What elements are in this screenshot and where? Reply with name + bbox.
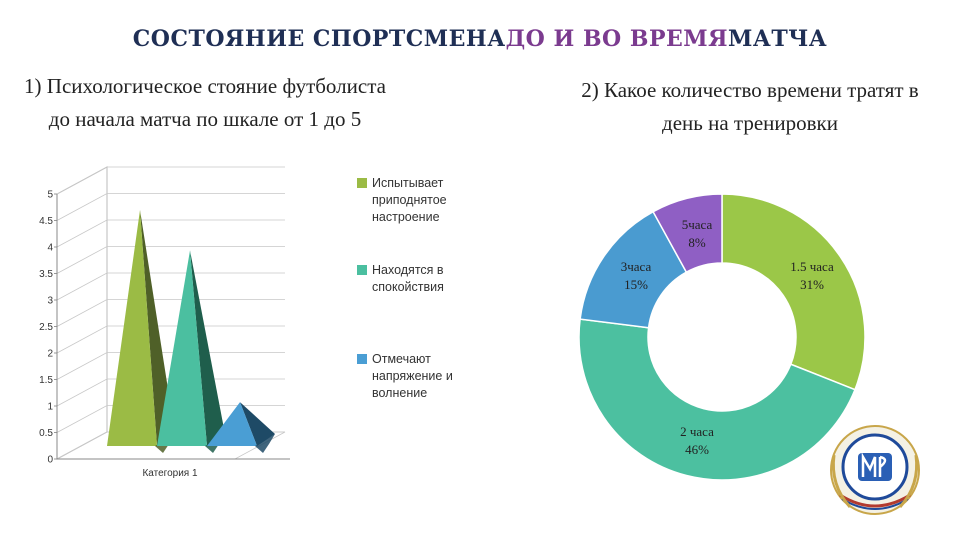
- university-emblem-icon: [830, 425, 920, 515]
- pyramid-front-face: [107, 210, 157, 446]
- title-part-3: МАТЧА: [728, 26, 828, 52]
- gridline: [56, 193, 285, 221]
- y-tick-label: 2.5: [39, 322, 53, 333]
- slide-title: СОСТОЯНИЕ СПОРТСМЕНАДО И ВО ВРЕМЯМАТЧА: [0, 26, 960, 52]
- pyramid-side-face: [140, 210, 175, 446]
- slice-percent: 15%: [624, 277, 648, 292]
- title-part-2: ДО И ВО ВРЕМЯ: [505, 26, 729, 52]
- legend-swatch: [357, 265, 367, 275]
- legend-swatch: [357, 354, 367, 364]
- donut-slice: [652, 193, 723, 274]
- pyramid-side-face: [190, 250, 225, 446]
- donut-slice: [578, 318, 856, 481]
- legend-label: приподнятое: [372, 193, 447, 207]
- pyramid-side-face: [240, 402, 275, 446]
- y-tick-label: 1: [47, 402, 53, 413]
- y-tick-label: 4: [47, 243, 53, 254]
- y-tick-label: 0: [47, 455, 53, 466]
- y-tick-label: 5: [47, 190, 53, 201]
- y-tick-label: 2: [47, 349, 53, 360]
- gridline: [56, 219, 285, 248]
- y-tick-label: 3: [47, 296, 53, 307]
- pyramid-front-face: [157, 250, 207, 446]
- slice-label: 2 часа: [680, 424, 714, 439]
- y-tick-label: 4.5: [39, 216, 53, 227]
- gridline: [56, 352, 285, 380]
- x-tick-label: Категория 1: [142, 468, 198, 479]
- gridline: [56, 325, 285, 354]
- gridline: [56, 272, 285, 301]
- legend-label: Испытывает: [372, 176, 444, 190]
- legend-label: волнение: [372, 386, 427, 400]
- gridline: [56, 166, 285, 195]
- slice-percent: 46%: [685, 442, 709, 457]
- legend-swatch: [357, 178, 367, 188]
- slice-label: 3часа: [621, 259, 652, 274]
- gridline: [56, 299, 285, 327]
- y-tick-label: 3.5: [39, 269, 53, 280]
- slice-label: 5часа: [682, 217, 713, 232]
- y-tick-label: 0.5: [39, 428, 53, 439]
- donut-slice: [721, 193, 866, 391]
- legend-label: спокойствия: [372, 280, 444, 294]
- legend-label: Отмечают: [372, 352, 431, 366]
- gridline: [56, 405, 285, 433]
- chart1-title: 1) Психологическое стояние футболиста до…: [24, 74, 386, 131]
- pyramid-base-edge: [255, 434, 275, 453]
- title-part-1: СОСТОЯНИЕ СПОРТСМЕНА: [132, 26, 506, 52]
- legend-label: Находятся в: [372, 263, 444, 277]
- slice-percent: 31%: [800, 277, 824, 292]
- pyramid-front-face: [207, 402, 257, 446]
- legend-label: напряжение и: [372, 369, 453, 383]
- gridline: [56, 378, 285, 407]
- legend-label: настроение: [372, 210, 440, 224]
- chart2-title: 2) Какое количество времени тратят в ден…: [581, 78, 919, 135]
- slice-label: 1.5 часа: [790, 259, 834, 274]
- slice-percent: 8%: [688, 235, 706, 250]
- y-tick-label: 1.5: [39, 375, 53, 386]
- gridline: [56, 246, 285, 274]
